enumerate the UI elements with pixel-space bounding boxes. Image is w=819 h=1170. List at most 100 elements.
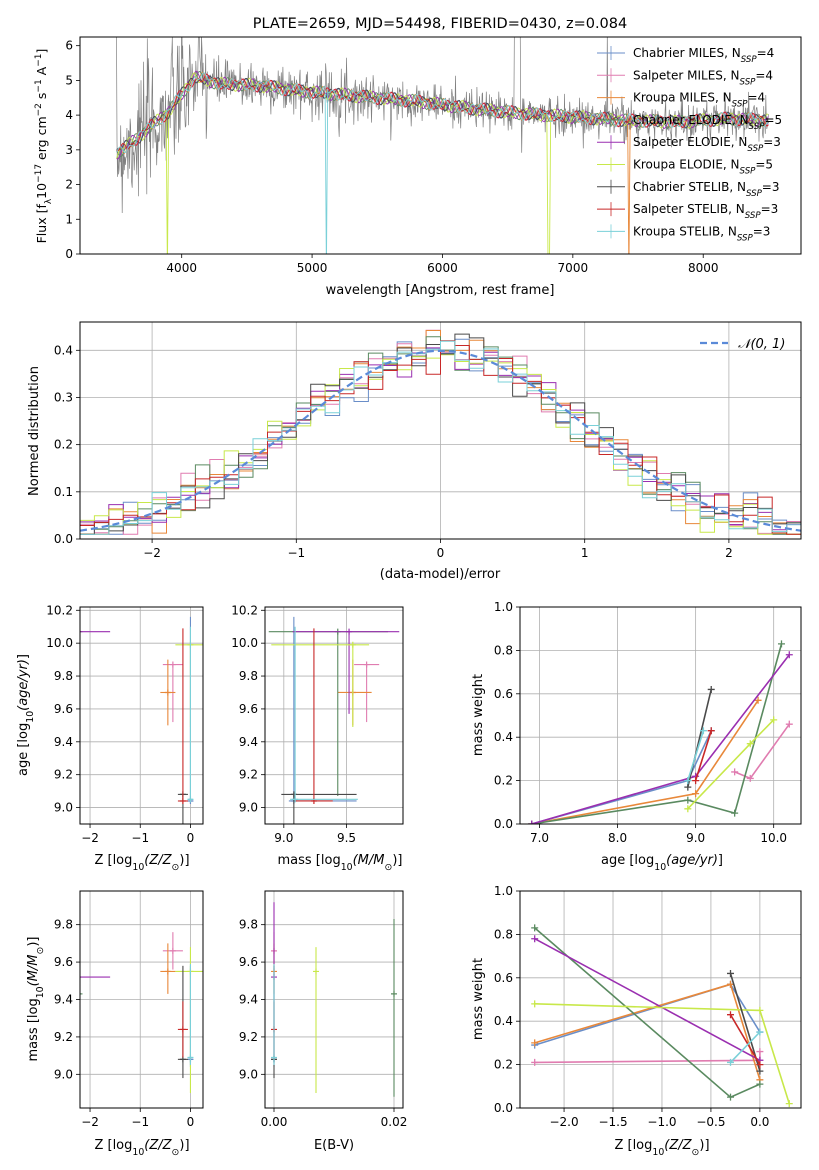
mass-weight-point (770, 716, 778, 724)
x-tick-label: −1 (131, 1115, 149, 1129)
y-tick-label: 9.4 (239, 735, 258, 749)
mass-weight-point (727, 969, 735, 977)
legend-entry: 𝒩(0, 1) (738, 337, 785, 352)
y-axis-label: age [log10(age/yr)] (16, 654, 36, 776)
x-tick-label: −0.5 (696, 1115, 725, 1129)
mass-weight-point (684, 777, 692, 785)
mass-weight-line (729, 1014, 761, 1066)
y-tick-label: 3 (65, 143, 73, 157)
y-tick-label: 0.1 (54, 485, 73, 499)
x-tick-label: 9.5 (337, 831, 356, 845)
chart-title: PLATE=2659, MJD=54498, FIBERID=0430, z=0… (253, 16, 627, 32)
y-tick-label: 9.6 (54, 702, 73, 716)
data-point (391, 990, 397, 997)
data-point (271, 1054, 277, 1061)
data-point (179, 1026, 186, 1033)
y-tick-label: 4 (65, 108, 73, 122)
mass-weight-point (684, 783, 692, 791)
x-tick-label: −2 (143, 546, 161, 560)
mass-weight-point (528, 820, 536, 824)
axes-frame (79, 606, 204, 825)
mass-weight-point (531, 1058, 539, 1066)
x-tick-label: −1.0 (647, 1115, 676, 1129)
mass-weight-line (534, 937, 761, 1062)
y-tick-label: 9.4 (54, 735, 73, 749)
axes-frame (519, 890, 802, 1109)
y-tick-label: 9.6 (54, 955, 73, 969)
mass-weight-point (777, 640, 785, 648)
mass-weight-point (756, 1067, 764, 1075)
mass-weight-line (531, 699, 759, 824)
data-point (179, 797, 186, 804)
x-axis-label: mass [log10(M/M⊙)] (278, 853, 403, 873)
mass-weight-point (756, 1061, 764, 1069)
plot-area-spectrum (116, 37, 769, 254)
y-tick-label: 9.0 (239, 1067, 258, 1081)
mass-weight-point (692, 790, 700, 798)
y-tick-label: 0.2 (494, 774, 513, 788)
mass-weight-point (731, 768, 739, 776)
plot-area-massweight-age (520, 607, 801, 824)
legend-entry: Kroupa ELODIE, NSSP=5 (633, 158, 773, 177)
axes-residuals: −2 −1 0 1 2 0.0 0.1 0.2 0.3 0.4 (54, 321, 802, 560)
mass-weight-line (534, 927, 761, 1099)
legend-entry: Chabrier ELODIE, NSSP=5 (633, 113, 782, 132)
y-tick-label: 9.8 (239, 918, 258, 932)
y-tick-label: 9.6 (239, 702, 258, 716)
x-axis-label: Z [log10(Z/Z⊙)] (94, 1138, 189, 1158)
y-tick-label: 0.3 (54, 390, 73, 404)
plot-area-residuals (80, 322, 801, 539)
mass-weight-line (531, 654, 790, 824)
y-tick-label: 0.8 (494, 643, 513, 657)
x-axis-label: age [log10(age/yr)] (601, 853, 723, 873)
mass-weight-point (531, 1000, 539, 1008)
y-tick-label: 0.0 (494, 1101, 513, 1115)
legend-entry: Chabrier MILES, NSSP=4 (633, 46, 774, 65)
y-tick-label: 9.4 (239, 993, 258, 1007)
legend-entry: Kroupa STELIB, NSSP=3 (633, 224, 770, 243)
y-tick-label: 0.0 (494, 817, 513, 831)
axes-age-mass: 9.0 9.5 9.0 9.2 9.4 9.6 9.8 10.0 10.2 (231, 603, 404, 845)
x-tick-label: 6000 (427, 261, 458, 275)
spectrum-model-line (116, 73, 769, 152)
x-tick-label: 9.0 (274, 831, 293, 845)
mass-weight-point (727, 1011, 735, 1019)
mass-weight-point (727, 1058, 735, 1066)
data-point (72, 629, 78, 635)
mass-weight-point (756, 1006, 764, 1014)
y-tick-label: 6 (65, 39, 73, 53)
mass-weight-point (754, 696, 762, 704)
y-tick-label: 0.0 (54, 532, 73, 546)
y-tick-label: 2 (65, 178, 73, 192)
data-point (349, 641, 356, 648)
mass-weight-point (531, 924, 539, 932)
mass-weight-point (756, 1048, 764, 1056)
y-tick-label: 0.2 (54, 438, 73, 452)
mass-weight-line (534, 1051, 761, 1064)
axes-mass-ebv: 0.00 0.02 9.0 9.2 9.4 9.6 9.8 (239, 890, 408, 1129)
legend-entry: Salpeter STELIB, NSSP=3 (633, 202, 778, 221)
x-axis-label: (data-model)/error (380, 567, 501, 582)
data-point (169, 661, 176, 668)
mass-weight-point (531, 935, 539, 943)
data-point (169, 947, 176, 954)
y-tick-label: 1 (65, 212, 73, 226)
x-tick-label: −2 (81, 831, 99, 845)
x-tick-label: 2 (725, 546, 733, 560)
y-tick-label: 0.6 (494, 687, 513, 701)
x-tick-label: 0.02 (381, 1115, 408, 1129)
plot-area-mass-ebv (265, 891, 403, 1108)
legend: Chabrier MILES, NSSP=4 Salpeter MILES, NS… (597, 46, 782, 243)
x-tick-label: −2 (81, 1115, 99, 1129)
y-tick-label: 10.0 (46, 636, 73, 650)
x-axis-label: Z [log10(Z/Z⊙)] (614, 1138, 709, 1158)
mass-weight-point (727, 1093, 735, 1101)
y-tick-label: 10.2 (46, 603, 73, 617)
mass-weight-point (684, 796, 692, 804)
mass-weight-line (534, 983, 761, 1046)
x-tick-label: 0 (187, 831, 195, 845)
mass-weight-point (707, 727, 715, 735)
y-tick-label: 0.2 (494, 1058, 513, 1072)
axes-massweight-z: −2.0 −1.5 −1.0 −0.5 0.0 0.0 0.2 0.4 0.6 0.8 1.0 (494, 884, 802, 1129)
x-tick-label: 4000 (166, 261, 197, 275)
